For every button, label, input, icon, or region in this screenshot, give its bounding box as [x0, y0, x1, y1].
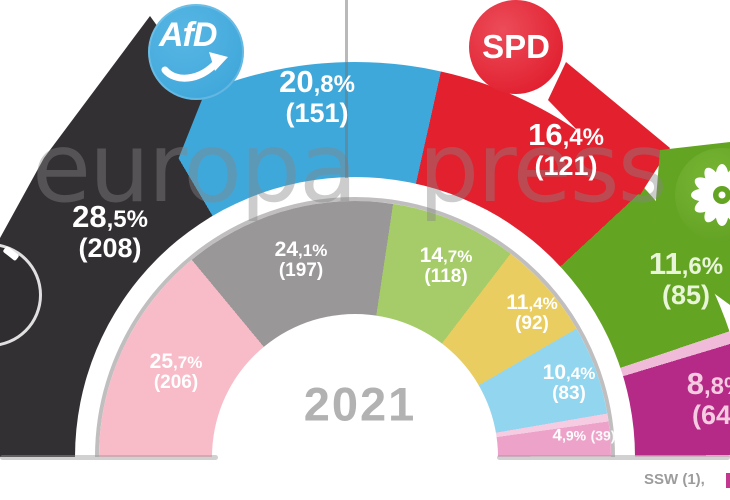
label-linke-2021: 4,9% (39): [552, 425, 616, 445]
label-spd-2025: 16,4% (121): [528, 117, 604, 182]
afd-badge-label: AfD: [159, 16, 217, 54]
watermark: europa press: [32, 112, 668, 224]
label-cdu-2021: 24,1% (197): [274, 238, 328, 282]
label-linke-2025: 8,8% (64): [686, 366, 730, 431]
label-fdp-2021: 11,4% (92): [506, 291, 558, 335]
majority-marker-line: [345, 0, 348, 178]
footnote-ssw: SSW (1),: [644, 471, 705, 488]
center-year-label: 2021: [303, 377, 417, 431]
sunflower-icon: [691, 164, 730, 226]
spd-badge-label: SPD: [482, 28, 550, 65]
label-spd-2021: 25,7% (206): [149, 350, 203, 394]
afd-arrow-icon: [161, 52, 228, 82]
label-cdu-2025: 28,5% (208): [72, 199, 148, 264]
label-gruene-2025: 11,6% (85): [648, 246, 724, 311]
greens-party-badge: [675, 148, 730, 242]
footnote-clipped-fragment: [726, 473, 730, 488]
label-afd-2025: 20,8% (151): [279, 64, 355, 129]
afd-party-badge: AfD: [148, 4, 244, 100]
baseline-shadow-left: [0, 455, 218, 460]
label-afd-2021: 10,4% (83): [542, 361, 596, 405]
baseline-shadow-right: [497, 455, 730, 460]
spd-party-badge: SPD: [469, 0, 563, 94]
label-gruene-2021: 14,7% (118): [419, 244, 473, 288]
